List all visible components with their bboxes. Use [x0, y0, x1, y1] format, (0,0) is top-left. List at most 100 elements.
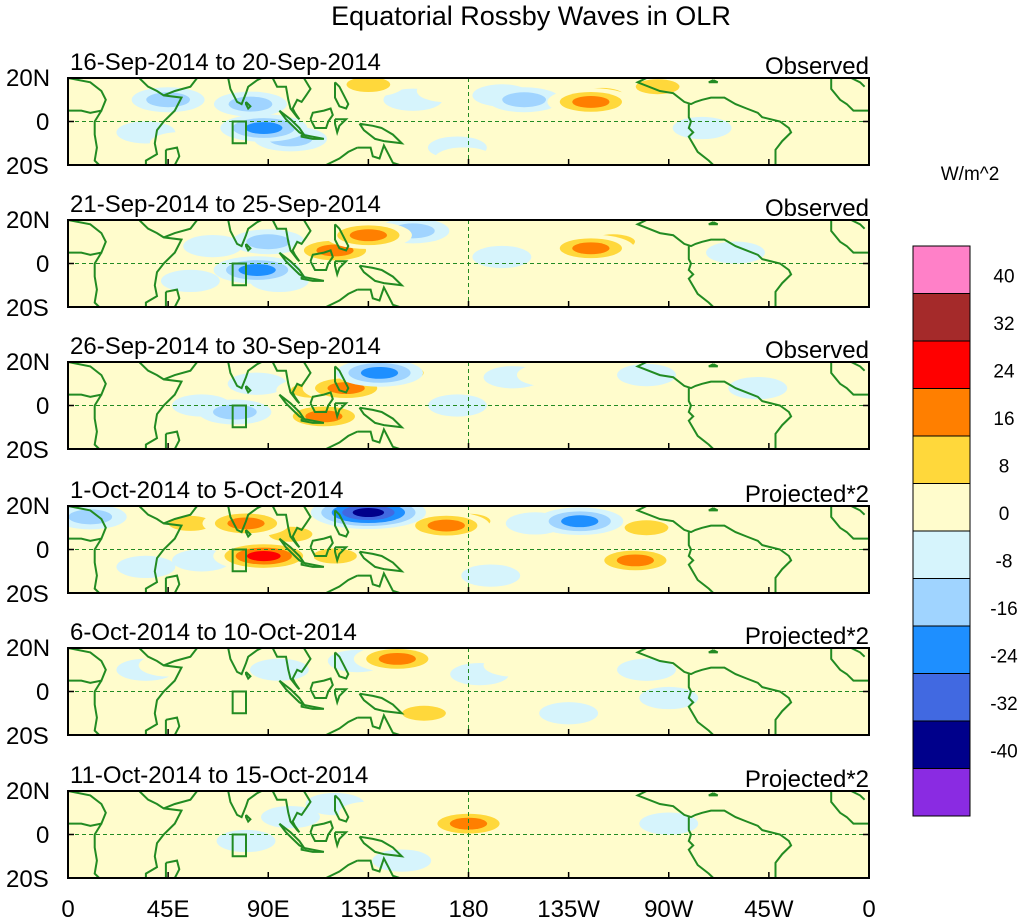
coastline	[278, 537, 307, 565]
anomaly-blob	[572, 95, 610, 108]
lon-label: 180	[448, 896, 488, 923]
coastline	[334, 509, 350, 538]
anomaly-blob	[212, 404, 257, 420]
coastline	[708, 649, 719, 654]
anomaly-blob	[650, 387, 710, 411]
anomaly-blob	[728, 376, 788, 400]
olr-field	[68, 362, 869, 449]
coastline	[278, 822, 307, 850]
anomaly-blob	[472, 245, 532, 269]
coastline	[334, 831, 349, 849]
anomaly-blob	[160, 269, 220, 293]
colorbar-units: W/m^2	[941, 164, 1000, 185]
coastlines	[68, 78, 869, 165]
coastline	[163, 506, 198, 525]
coastline	[271, 220, 312, 263]
lat-label: 20N	[6, 635, 50, 662]
coastline	[850, 791, 866, 801]
lon-label: 45E	[147, 896, 190, 923]
coastline	[93, 110, 103, 165]
coastline	[309, 249, 334, 271]
lat-label: 20S	[6, 437, 49, 464]
coastline	[334, 546, 349, 564]
coastline	[138, 362, 184, 449]
coastline	[300, 275, 325, 282]
anomaly-blob	[94, 383, 154, 406]
coastline	[708, 363, 719, 368]
coastline	[309, 535, 334, 557]
coastline	[163, 648, 198, 667]
reference-box	[231, 120, 247, 145]
panel-label: Projected*2	[745, 766, 869, 793]
coastline	[358, 550, 405, 573]
coastlines	[68, 362, 869, 449]
lat-label: 0	[36, 109, 49, 136]
coastline	[93, 252, 103, 307]
panel-label: Projected*2	[745, 481, 869, 508]
panel-label: Observed	[765, 53, 869, 80]
colorbar-swatch	[912, 720, 971, 769]
coastline	[334, 118, 349, 136]
anomaly-blob	[706, 516, 765, 539]
coastline	[687, 246, 714, 307]
coastline	[271, 648, 312, 691]
anomaly-blob	[661, 97, 721, 120]
colorbar-label: -32	[990, 694, 1017, 715]
anomaly-blob	[624, 520, 669, 536]
anomaly-blob	[639, 686, 699, 710]
coastline	[300, 133, 325, 140]
colorbar: W/m^2 40 32 24 16 8 0 -8 -16 -24 -32 -40	[912, 164, 1018, 817]
coastline	[68, 220, 107, 256]
anomaly-blob	[305, 410, 343, 423]
lat-label: 0	[36, 679, 49, 706]
coastline	[635, 506, 793, 593]
coastline	[219, 791, 263, 819]
lat-label: 0	[36, 251, 49, 278]
anomaly-blob	[616, 554, 655, 567]
anomaly-blob	[360, 366, 399, 379]
colorbar-swatch	[912, 293, 971, 342]
coastline	[278, 109, 307, 138]
figure-title: Equatorial Rossby Waves in OLR	[331, 1, 731, 31]
coastline	[850, 648, 866, 658]
anomaly-blob	[261, 805, 320, 829]
coastline	[687, 674, 714, 735]
anomaly-blob	[635, 79, 680, 95]
colorbar-label: -40	[990, 742, 1017, 763]
colorbar-swatch	[912, 625, 971, 674]
coastline	[334, 688, 349, 706]
anomaly-blob	[205, 684, 265, 707]
coastline	[830, 648, 869, 682]
anomaly-blob	[427, 394, 487, 417]
anomaly-blob	[346, 78, 391, 93]
coastline	[309, 820, 334, 842]
coastline	[850, 362, 866, 372]
coastline	[687, 817, 714, 878]
coastline	[271, 506, 312, 549]
coastline	[68, 648, 107, 684]
colorbar-swatch	[912, 340, 971, 389]
colorbar-swatch	[912, 673, 971, 722]
panel-label: Observed	[765, 337, 869, 364]
anomaly-blob	[105, 274, 165, 297]
coastline	[68, 506, 107, 542]
panel-stack: 20N 0 20S 16-Sep-2014 to 20-Sep-2014 Observe…	[6, 49, 870, 893]
colorbar-label: 8	[999, 457, 1010, 478]
coastline	[163, 220, 198, 239]
anomaly-blob	[427, 519, 465, 532]
anomaly-blob	[183, 234, 243, 258]
olr-field	[68, 648, 869, 735]
coastline	[334, 365, 350, 394]
coastline	[138, 78, 184, 165]
panel-date-range: 26-Sep-2014 to 30-Sep-2014	[70, 333, 381, 360]
lon-label: 90E	[247, 896, 290, 923]
anomaly-blob	[706, 241, 765, 264]
anomaly-blob	[434, 147, 494, 165]
panel-date-range: 11-Oct-2014 to 15-Oct-2014	[70, 762, 368, 789]
lat-label: 20S	[6, 153, 49, 180]
lat-label: 0	[36, 393, 49, 420]
panel-6: 20N 0 20S 11-Oct-2014 to 15-Oct-2014 Project…	[6, 762, 870, 893]
coastline	[271, 362, 312, 405]
anomaly-blob	[228, 96, 273, 112]
coastline	[358, 406, 405, 429]
